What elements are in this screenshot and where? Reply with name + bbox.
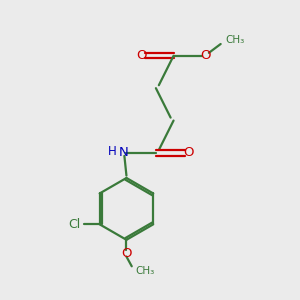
Text: O: O bbox=[183, 146, 194, 159]
Text: H: H bbox=[107, 145, 116, 158]
Text: O: O bbox=[121, 247, 132, 260]
Text: CH₃: CH₃ bbox=[135, 266, 154, 276]
Text: O: O bbox=[136, 49, 146, 62]
Text: N: N bbox=[118, 146, 128, 159]
Text: O: O bbox=[201, 49, 211, 62]
Text: CH₃: CH₃ bbox=[225, 34, 244, 45]
Text: Cl: Cl bbox=[68, 218, 80, 231]
